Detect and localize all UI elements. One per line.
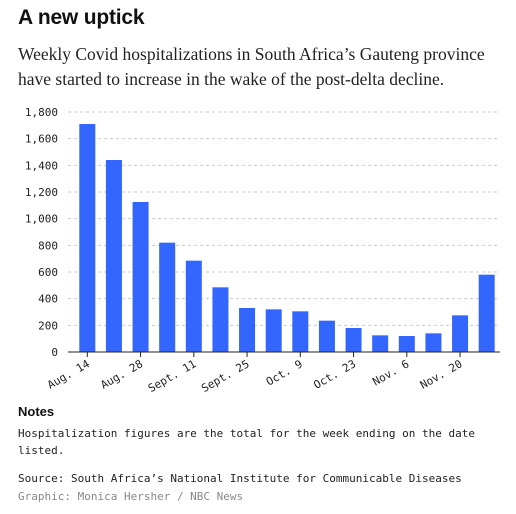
y-tick-label: 1,400 [25,159,58,172]
x-tick-label: Aug. 14 [45,357,92,392]
bar [105,160,122,352]
bar [398,336,415,352]
source-text: Source: South Africa’s National Institut… [18,472,462,485]
y-tick-label: 1,800 [25,106,58,119]
bars [79,124,495,352]
bar [79,124,96,352]
notes-text: Hospitalization figures are the total fo… [18,427,475,457]
x-tick-label: Nov. 6 [370,357,411,388]
y-tick-label: 1,000 [25,213,58,226]
bar [265,309,282,352]
y-tick-label: 800 [38,239,58,252]
y-tick-label: 600 [38,266,58,279]
y-axis-labels: 0 200 400 600 800 1,000 1,200 1,400 1,600 1,800 [25,106,58,359]
chart-subtitle: Weekly Covid hospitalizations in South A… [18,44,485,89]
bar [452,315,469,352]
x-tick-label: Sept. 11 [146,357,198,395]
bar [159,242,176,352]
notes-heading: Notes [18,404,55,419]
x-tick-label: Sept. 25 [199,357,251,395]
x-tick-label: Oct. 9 [264,357,305,388]
bar [292,311,309,352]
bar [345,328,362,352]
bar [372,335,389,352]
bar [318,320,335,352]
bar [132,202,149,352]
bar [185,260,202,352]
x-tick-label: Oct. 23 [311,357,358,391]
chart-title: A new uptick [18,6,145,29]
y-tick-label: 0 [51,346,58,359]
x-axis: Aug. 14 Aug. 28 Sept. 11 Sept. 25 Oct. 9 Oct.… [45,351,500,395]
y-tick-label: 1,600 [25,133,58,146]
bar [425,333,442,352]
y-tick-label: 400 [38,293,58,306]
y-tick-label: 200 [38,319,58,332]
bar [212,287,229,352]
bar-chart: 0 200 400 600 800 1,000 1,200 1,400 1,600 1,800 A… [25,106,500,395]
y-tick-label: 1,200 [25,186,58,199]
credit-text: Graphic: Monica Hersher / NBC News [18,490,244,503]
x-tick-label: Nov. 20 [418,357,465,391]
bar [478,274,495,352]
bar [239,308,256,352]
x-tick-label: Aug. 28 [98,357,145,391]
